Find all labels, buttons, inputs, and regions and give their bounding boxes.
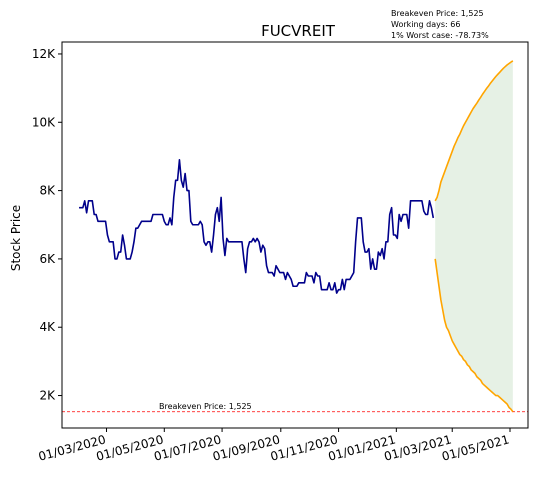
y-tick-label-2: 6K (39, 252, 56, 266)
y-tick-label-4: 10K (32, 115, 56, 129)
series-line-1 (434, 60, 514, 202)
y-tick-label-5: 12K (32, 47, 56, 61)
plot-layer: Breakeven Price: 1,525 2K 4K 6K 8K 10K 12K 01/0… (32, 47, 528, 464)
info-breakeven: Breakeven Price: 1,525 (391, 9, 484, 18)
info-worst-case: 1% Worst case: -78.73% (391, 31, 489, 40)
y-tick-label-3: 8K (39, 184, 56, 198)
forecast-band (435, 60, 513, 412)
info-working-days: Working days: 66 (391, 20, 460, 29)
breakeven-label: Breakeven Price: 1,525 (159, 402, 252, 411)
chart-title: FUCVREIT (261, 22, 336, 40)
plot-frame (61, 41, 529, 429)
y-axis-label: Stock Price (9, 205, 23, 271)
series-line-0 (79, 159, 435, 294)
y-tick-label-1: 4K (39, 320, 56, 334)
series-line-2 (434, 258, 514, 413)
x-tick-label-2: 01/07/2020 (152, 432, 222, 463)
y-tick-label-0: 2K (39, 389, 56, 403)
info-box: Breakeven Price: 1,525 Working days: 66 … (391, 9, 489, 40)
x-tick-label-7: 01/05/2021 (440, 432, 510, 463)
